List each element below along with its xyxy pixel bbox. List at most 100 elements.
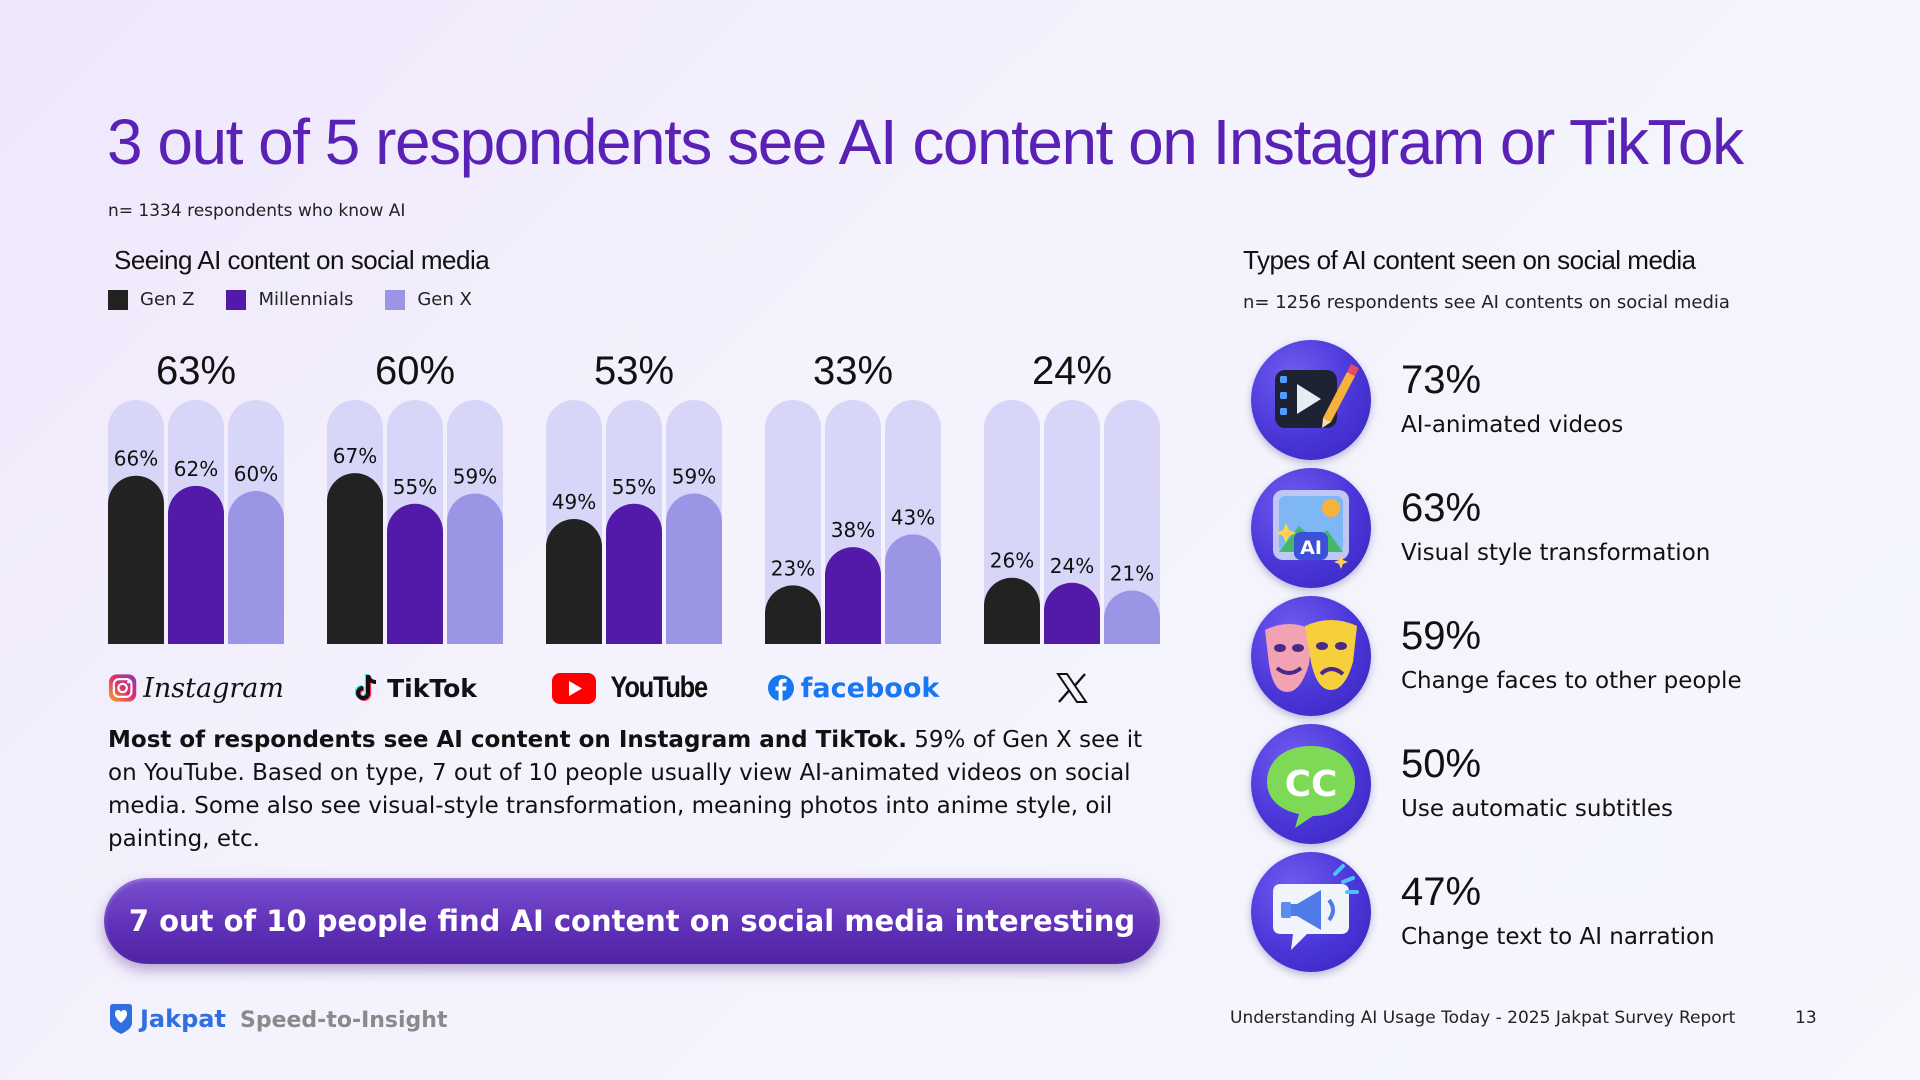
ai-image-icon: AI	[1251, 468, 1371, 588]
chart-title: Seeing AI content on social media	[114, 245, 490, 275]
video-edit-icon	[1251, 340, 1371, 460]
type-item-narration: 47% Change text to AI narration	[1251, 852, 1811, 972]
data-label: 67%	[333, 444, 377, 468]
bar-track	[765, 400, 821, 644]
bar-track	[108, 400, 164, 644]
data-label: 21%	[1110, 561, 1154, 585]
type-pct-visual-style: 63%	[1401, 486, 1482, 530]
data-label: 55%	[393, 475, 437, 499]
masks-icon	[1251, 596, 1371, 716]
type-item-subtitles: CC 50% Use automatic subtitles	[1251, 724, 1811, 844]
bar-track	[387, 400, 443, 644]
bar-facebook-gen-z	[765, 585, 821, 644]
bar-track	[666, 400, 722, 644]
youtube-icon	[552, 672, 597, 704]
data-label: 62%	[174, 457, 218, 481]
bar-youtube-millennials	[606, 503, 662, 644]
instagram-icon	[108, 674, 137, 702]
chart-legend: Gen Z Millennials Gen X	[108, 289, 472, 310]
bar-x-gen-z	[984, 577, 1040, 644]
platform-label-facebook: facebook	[800, 672, 940, 704]
bar-group-facebook: 33% 23% 38% 43%	[765, 349, 941, 644]
data-label: 55%	[612, 475, 656, 499]
bar-group-instagram: 63% 66% 62% 60%	[108, 349, 284, 644]
callout-banner: 7 out of 10 people find AI content on so…	[104, 878, 1160, 964]
page-number: 13	[1795, 1008, 1817, 1028]
bar-tiktok-gen-z	[327, 473, 383, 644]
bar-facebook-gen-x	[885, 534, 941, 644]
types-title: Types of AI content seen on social media	[1243, 245, 1696, 275]
bar-track	[885, 400, 941, 644]
bar-track	[1104, 400, 1160, 644]
legend-label-gen-x: Gen X	[417, 289, 472, 310]
total-label-instagram: 63%	[156, 349, 236, 393]
bar-tiktok-millennials	[387, 503, 443, 644]
bar-youtube-gen-x	[666, 493, 722, 644]
data-label: 38%	[831, 518, 875, 542]
bar-instagram-gen-z	[108, 475, 164, 644]
legend-label-millennials: Millennials	[258, 289, 354, 310]
bar-track	[447, 400, 503, 644]
sample-note: n= 1334 respondents who know AI	[108, 201, 406, 221]
footer-tagline: Speed-to-Insight	[240, 1008, 448, 1033]
bar-instagram-gen-x	[228, 491, 284, 644]
data-label: 66%	[114, 447, 158, 471]
legend-swatch-gen-x	[385, 289, 406, 310]
bar-track	[546, 400, 602, 644]
type-pct-change-faces: 59%	[1401, 614, 1482, 658]
data-label: 49%	[552, 490, 596, 514]
bar-instagram-millennials	[168, 485, 224, 644]
platform-tiktok: TikTok	[327, 666, 503, 710]
type-label-animated-videos: AI-animated videos	[1401, 412, 1624, 438]
type-item-change-faces: 59% Change faces to other people	[1251, 596, 1811, 716]
bar-youtube-gen-z	[546, 519, 602, 644]
footer-report-title: Understanding AI Usage Today - 2025 Jakp…	[1230, 1008, 1736, 1028]
bar-track	[168, 400, 224, 644]
summary-rest: 59% of Gen X see it on YouTube. Based on…	[108, 727, 1143, 852]
type-item-animated-videos: 73% AI-animated videos	[1251, 340, 1811, 460]
data-label: 24%	[1050, 554, 1094, 578]
type-pct-narration: 47%	[1401, 870, 1482, 914]
legend-swatch-millennials	[226, 289, 247, 310]
cc-icon: CC	[1251, 724, 1371, 844]
platform-instagram: Instagram	[108, 666, 284, 710]
platform-facebook: facebook	[765, 666, 941, 710]
legend-millennials: Millennials	[226, 289, 353, 310]
total-label-youtube: 53%	[594, 349, 674, 393]
platform-x	[984, 666, 1160, 710]
platform-label-youtube: YouTube	[610, 671, 709, 704]
total-label-tiktok: 60%	[375, 349, 455, 393]
tiktok-icon	[354, 674, 377, 701]
type-label-narration: Change text to AI narration	[1401, 924, 1715, 950]
total-label-facebook: 33%	[813, 349, 893, 393]
bar-x-millennials	[1044, 582, 1100, 644]
bar-tiktok-gen-x	[447, 493, 503, 644]
ai-badge-text: AI	[1300, 537, 1322, 559]
bar-track	[825, 400, 881, 644]
type-label-change-faces: Change faces to other people	[1401, 668, 1742, 694]
jakpat-logo-icon	[110, 1004, 132, 1034]
jakpat-logo: Jakpat	[108, 1003, 226, 1035]
type-pct-animated-videos: 73%	[1401, 358, 1482, 402]
bar-track	[1044, 400, 1100, 644]
bar-track	[327, 400, 383, 644]
footer-brand: Jakpat	[140, 1005, 226, 1033]
type-label-visual-style: Visual style transformation	[1401, 540, 1711, 566]
bar-facebook-millennials	[825, 547, 881, 644]
page-title: 3 out of 5 respondents see AI content on…	[107, 106, 1744, 178]
total-label-x: 24%	[1032, 349, 1112, 393]
megaphone-icon	[1251, 852, 1371, 972]
type-item-visual-style: AI 63% Visual style transformation	[1251, 468, 1811, 588]
bar-track	[606, 400, 662, 644]
bar-group-tiktok: 60% 67% 55% 59%	[327, 349, 503, 644]
platform-label-tiktok: TikTok	[387, 673, 477, 703]
types-note: n= 1256 respondents see AI contents on s…	[1243, 292, 1730, 313]
bar-x-gen-x	[1104, 590, 1160, 644]
legend-swatch-gen-z	[108, 289, 128, 310]
data-label: 60%	[234, 462, 278, 486]
x-logo-icon	[1056, 673, 1088, 703]
data-label: 23%	[771, 556, 815, 580]
cc-badge-text: CC	[1285, 764, 1338, 805]
summary-paragraph: Most of respondents see AI content on In…	[108, 724, 1148, 856]
type-label-subtitles: Use automatic subtitles	[1401, 796, 1674, 822]
